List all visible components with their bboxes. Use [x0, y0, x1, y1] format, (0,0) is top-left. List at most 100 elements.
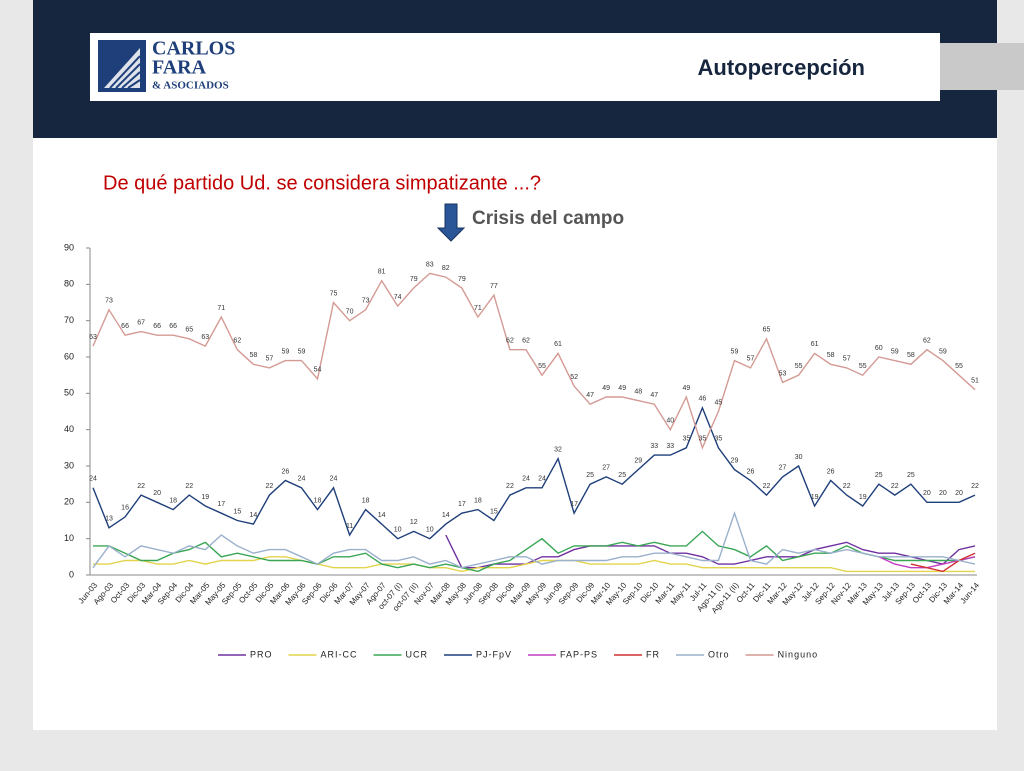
data-label: 49: [618, 385, 626, 392]
data-label: 46: [698, 396, 706, 403]
legend-label: ARI-CC: [321, 649, 358, 659]
data-label: 27: [779, 465, 787, 472]
data-label: 15: [490, 508, 498, 515]
data-label: 17: [570, 501, 578, 508]
data-label: 61: [811, 341, 819, 348]
data-label: 13: [105, 516, 113, 523]
data-label: 22: [185, 483, 193, 490]
data-label: 26: [282, 468, 290, 475]
data-label: 25: [875, 472, 883, 479]
data-label: 24: [522, 476, 530, 483]
data-label: 24: [298, 476, 306, 483]
data-label: 55: [955, 363, 963, 370]
y-tick-label: 20: [64, 497, 74, 507]
data-label: 58: [249, 352, 257, 359]
data-label: 59: [282, 348, 290, 355]
data-label: 17: [458, 501, 466, 508]
data-label: 20: [923, 490, 931, 497]
data-label: 49: [682, 385, 690, 392]
data-label: 53: [779, 370, 787, 377]
logo-text: & ASOCIADOS: [152, 80, 229, 92]
data-label: 82: [442, 265, 450, 272]
data-label: 18: [474, 497, 482, 504]
data-label: 27: [602, 465, 610, 472]
data-label: 47: [586, 392, 594, 399]
data-label: 74: [394, 294, 402, 301]
annotation-arrow: [436, 203, 466, 242]
data-label: 12: [410, 519, 418, 526]
legend-label: Ninguno: [778, 649, 819, 659]
data-label: 58: [827, 352, 835, 359]
logo-text: CARLOS: [152, 38, 235, 60]
data-label: 10: [394, 527, 402, 534]
data-label: 49: [602, 385, 610, 392]
data-label: 79: [410, 276, 418, 283]
data-label: 20: [939, 490, 947, 497]
data-label: 35: [682, 436, 690, 443]
data-label: 62: [506, 338, 514, 345]
data-label: 65: [185, 327, 193, 334]
data-label: 26: [827, 468, 835, 475]
data-label: 62: [233, 338, 241, 345]
logo-icon: [98, 40, 146, 92]
data-label: 33: [666, 443, 674, 450]
legend-label: UCR: [406, 649, 429, 659]
data-label: 18: [169, 497, 177, 504]
data-label: 55: [795, 363, 803, 370]
chart-title: De qué partido Ud. se considera simpatiz…: [103, 172, 541, 194]
data-label: 51: [971, 378, 979, 385]
data-label: 26: [747, 468, 755, 475]
data-label: 59: [891, 348, 899, 355]
data-label: 62: [923, 338, 931, 345]
data-label: 58: [907, 352, 915, 359]
y-tick-label: 90: [64, 242, 74, 252]
data-label: 77: [490, 283, 498, 290]
data-label: 47: [650, 392, 658, 399]
page-title: Autopercepción: [698, 55, 865, 80]
data-label: 67: [137, 319, 145, 326]
data-label: 35: [715, 436, 723, 443]
legend-label: FR: [646, 649, 660, 659]
data-label: 73: [105, 298, 113, 305]
data-label: 22: [266, 483, 274, 490]
series-line: [93, 556, 975, 573]
data-label: 71: [217, 305, 225, 312]
data-label: 29: [731, 457, 739, 464]
y-tick-label: 70: [64, 315, 74, 325]
data-label: 15: [233, 508, 241, 515]
data-label: 30: [795, 454, 803, 461]
data-label: 14: [442, 512, 450, 519]
y-tick-label: 30: [64, 460, 74, 470]
data-label: 66: [153, 323, 161, 330]
data-label: 18: [314, 497, 322, 504]
y-tick-label: 10: [64, 533, 74, 543]
data-label: 48: [634, 388, 642, 395]
data-label: 60: [875, 345, 883, 352]
data-label: 66: [121, 323, 129, 330]
data-label: 29: [634, 457, 642, 464]
data-label: 22: [506, 483, 514, 490]
data-label: 24: [330, 476, 338, 483]
data-label: 61: [554, 341, 562, 348]
series-line: [92, 406, 976, 540]
data-label: 17: [217, 501, 225, 508]
data-label: 62: [522, 338, 530, 345]
data-label: 55: [859, 363, 867, 370]
series-line: [92, 272, 976, 450]
data-label: 16: [121, 505, 129, 512]
legend-label: PJ-FpV: [476, 649, 512, 659]
data-label: 54: [314, 367, 322, 374]
data-label: 63: [89, 334, 97, 341]
data-label: 19: [811, 494, 819, 501]
data-label: 59: [731, 348, 739, 355]
data-label: 57: [843, 356, 851, 363]
data-label: 18: [362, 497, 370, 504]
series-line: [92, 511, 976, 569]
data-label: 40: [666, 418, 674, 425]
data-label: 70: [346, 309, 354, 316]
data-label: 59: [298, 348, 306, 355]
data-label: 14: [378, 512, 386, 519]
data-label: 79: [458, 276, 466, 283]
y-tick-label: 0: [69, 569, 74, 579]
data-label: 71: [474, 305, 482, 312]
